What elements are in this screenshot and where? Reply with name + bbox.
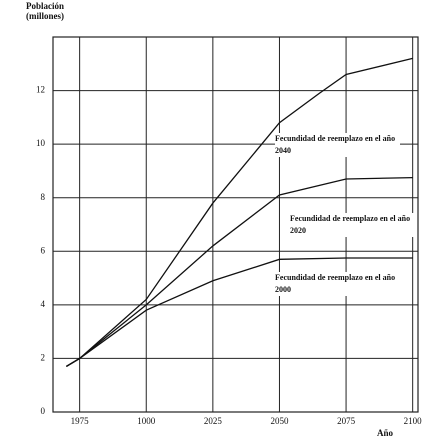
x-tick-label: 2075	[337, 416, 356, 426]
x-tick-label: 1000	[137, 416, 156, 426]
y-tick-label: 10	[36, 138, 46, 148]
x-tick-label: 2100	[404, 416, 423, 426]
y-tick-label: 6	[41, 245, 46, 255]
line	[65, 257, 413, 368]
y-tick-label: 2	[41, 352, 46, 362]
y-axis-label: Población	[26, 1, 64, 11]
y-tick-label: 4	[41, 299, 46, 309]
x-tick-label: 2025	[204, 416, 223, 426]
x-axis-label: Año	[377, 428, 394, 438]
y-axis-label: (millones)	[26, 11, 64, 21]
series-label-box: Fecundidad de reemplazo en el año 2020	[290, 213, 415, 237]
y-tick-label: 0	[41, 406, 46, 416]
y-tick-label: 8	[41, 192, 46, 202]
y-tick-label: 12	[36, 85, 45, 95]
series-label: Fecundidad de reemplazo en el año 2020	[290, 213, 415, 237]
x-tick-label: 1975	[71, 416, 90, 426]
series-label: Fecundidad de reemplazo en el año 2000	[275, 272, 400, 296]
line	[65, 57, 413, 368]
x-tick-label: 2050	[270, 416, 289, 426]
series-label-box: Fecundidad de reemplazo en el año 2000	[275, 272, 400, 296]
series-label: Fecundidad de reemplazo en el año 2040	[275, 133, 400, 157]
series-label-box: Fecundidad de reemplazo en el año 2040	[275, 133, 400, 157]
